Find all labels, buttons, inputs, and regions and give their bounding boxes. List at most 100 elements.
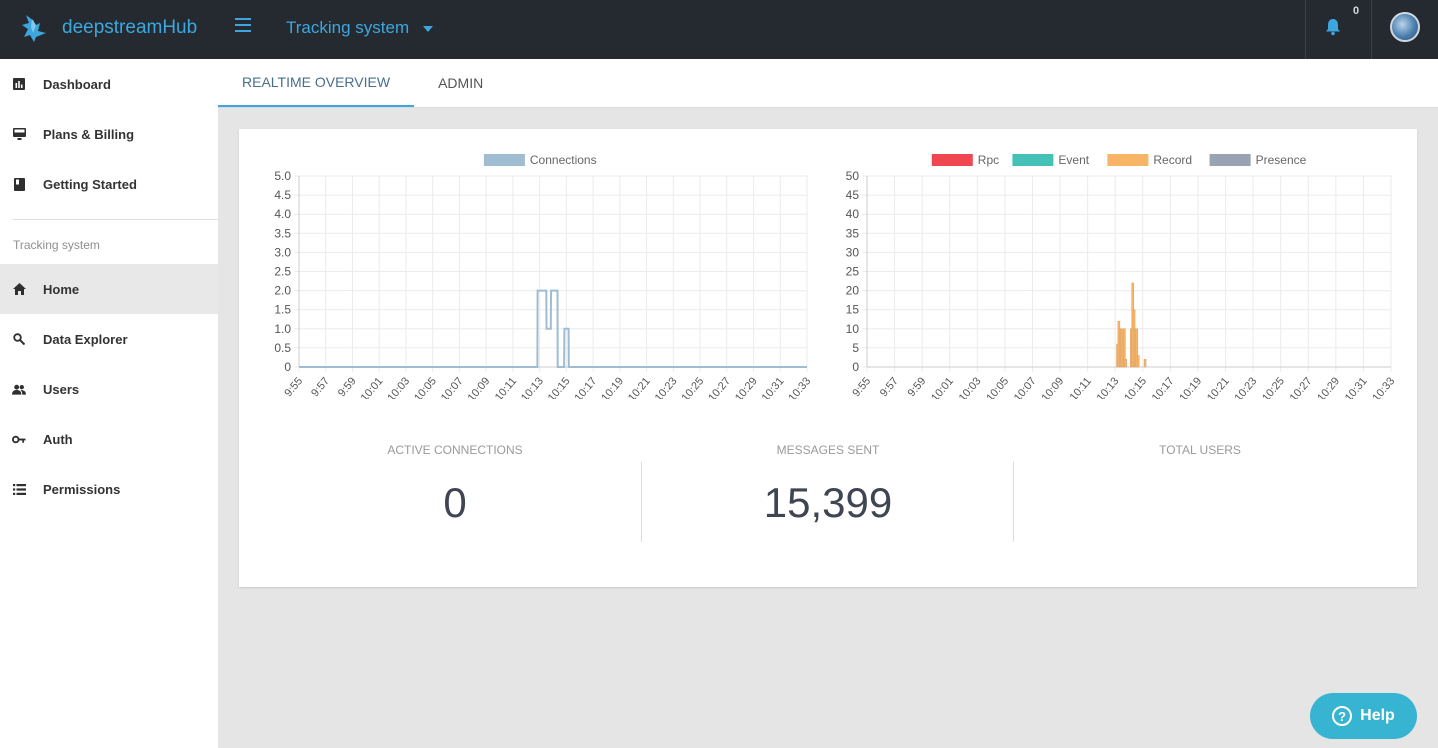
series-line-connections — [299, 289, 807, 368]
x-tick-label: 9:55 — [282, 375, 305, 399]
deepstream-logo-icon[interactable] — [20, 13, 48, 43]
x-tick-label: 10:27 — [1288, 375, 1315, 399]
legend-swatch — [931, 154, 973, 166]
x-tick-label: 9:57 — [878, 375, 901, 399]
y-tick-label: 50 — [846, 169, 860, 183]
bar-record — [1124, 359, 1128, 368]
y-tick-label: 20 — [846, 284, 860, 298]
tab-bar: REALTIME OVERVIEW ADMIN — [218, 59, 1438, 108]
messages-chart: Rpc Event Record Presence 0 5 10 15 20 25 30 35 40 45… — [831, 129, 1403, 399]
divider — [641, 462, 642, 542]
bar-chart-icon — [12, 77, 26, 91]
x-tick-label: 9:57 — [309, 375, 332, 399]
bell-icon[interactable] — [1325, 18, 1341, 36]
sidebar-item-users[interactable]: Users — [0, 364, 218, 414]
x-tick-label: 10:19 — [1177, 375, 1204, 399]
x-tick-label: 10:17 — [573, 375, 600, 399]
y-tick-label: 45 — [846, 188, 860, 202]
legend-label: Presence — [1256, 153, 1307, 167]
x-tick-label: 10:31 — [1343, 375, 1370, 399]
home-icon — [12, 282, 26, 296]
sidebar-section-title: Tracking system — [13, 238, 100, 252]
y-tick-label: 10 — [846, 322, 860, 336]
legend-label: Rpc — [978, 153, 999, 167]
brand-name[interactable]: deepstreamHub — [62, 17, 198, 38]
legend-label: Connections — [530, 153, 597, 167]
divider — [1371, 0, 1372, 59]
menu-icon[interactable] — [235, 18, 257, 36]
x-tick-label: 10:27 — [706, 375, 733, 399]
y-tick-label: 35 — [846, 226, 860, 240]
sidebar-item-getting-started[interactable]: Getting Started — [0, 159, 218, 209]
x-tick-label: 10:15 — [1122, 375, 1149, 399]
x-tick-label: 10:11 — [493, 375, 519, 399]
y-tick-label: 5.0 — [274, 169, 291, 183]
tab-realtime-overview[interactable]: REALTIME OVERVIEW — [218, 59, 415, 107]
x-tick-label: 10:21 — [1205, 375, 1232, 399]
legend-swatch — [1107, 154, 1149, 166]
stat-value: 0 — [443, 479, 467, 526]
stat-label: TOTAL USERS — [1159, 443, 1241, 457]
sidebar-item-data-explorer[interactable]: Data Explorer — [0, 314, 218, 364]
chevron-down-icon — [423, 26, 434, 32]
sidebar-item-label: Users — [43, 381, 80, 397]
x-tick-label: 10:01 — [359, 375, 386, 399]
x-tick-label: 10:09 — [1039, 375, 1066, 399]
x-tick-label: 10:23 — [653, 375, 680, 399]
x-tick-label: 10:25 — [679, 375, 706, 399]
y-tick-label: 3.0 — [274, 245, 291, 259]
x-tick-label: 10:11 — [1068, 375, 1094, 399]
stat-active-connections: ACTIVE CONNECTIONS 0 — [269, 437, 641, 542]
sidebar-item-label: Plans & Billing — [43, 126, 135, 142]
app-selector[interactable]: Tracking system — [286, 18, 434, 38]
y-tick-label: 5 — [852, 341, 859, 355]
book-icon — [12, 177, 26, 191]
x-tick-label: 10:17 — [1150, 375, 1177, 399]
x-tick-label: 10:05 — [984, 375, 1011, 399]
x-tick-label: 10:19 — [599, 375, 626, 399]
y-tick-label: 15 — [846, 303, 860, 317]
sidebar: Dashboard Plans & Billing Getting Starte… — [0, 59, 218, 748]
x-tick-label: 10:33 — [786, 375, 813, 399]
y-tick-label: 2.5 — [274, 265, 291, 279]
x-tick-label: 9:55 — [850, 375, 873, 399]
legend-label: Event — [1058, 153, 1089, 167]
sidebar-item-label: Home — [43, 281, 80, 297]
stat-label: MESSAGES SENT — [776, 443, 880, 457]
x-tick-label: 10:01 — [929, 375, 956, 399]
legend-label: Record — [1153, 153, 1192, 167]
overview-card: Connections 0 0.5 1.0 1.5 2.0 2.5 3.0 3.5 4.0 4.5 5… — [239, 129, 1417, 587]
x-tick-label: 9:59 — [905, 375, 928, 399]
help-label: Help — [1360, 707, 1395, 724]
y-tick-label: 1.0 — [274, 322, 291, 336]
help-button[interactable]: ? Help — [1310, 693, 1417, 739]
sidebar-item-label: Auth — [43, 431, 73, 447]
bar-record — [1135, 328, 1139, 368]
legend-swatch — [1012, 154, 1054, 166]
question-icon: ? — [1332, 706, 1353, 726]
sidebar-item-home[interactable]: Home — [0, 264, 218, 314]
sidebar-item-permissions[interactable]: Permissions — [0, 464, 218, 514]
x-tick-label: 10:03 — [957, 375, 984, 399]
sidebar-item-dashboard[interactable]: Dashboard — [0, 59, 218, 109]
tab-admin[interactable]: ADMIN — [438, 75, 484, 91]
x-tick-label: 10:21 — [626, 375, 653, 399]
divider — [1013, 462, 1014, 542]
y-tick-label: 25 — [846, 265, 860, 279]
chart-svg: Rpc Event Record Presence 0 5 10 15 20 25 30 35 40 45… — [846, 153, 1398, 399]
sidebar-item-label: Dashboard — [43, 76, 111, 92]
y-tick-label: 0.5 — [274, 341, 291, 355]
y-tick-label: 3.5 — [274, 226, 291, 240]
sidebar-item-auth[interactable]: Auth — [0, 414, 218, 464]
sidebar-item-label: Data Explorer — [43, 331, 128, 347]
stat-messages-sent: MESSAGES SENT 15,399 — [642, 437, 1014, 542]
top-bar: deepstreamHub Tracking system 0 — [0, 0, 1438, 59]
stats-row: ACTIVE CONNECTIONS 0 MESSAGES SENT 15,39… — [239, 437, 1417, 557]
avatar[interactable] — [1390, 12, 1420, 42]
stat-value: 15,399 — [763, 479, 893, 526]
y-tick-label: 40 — [846, 207, 860, 221]
sidebar-item-plans-billing[interactable]: Plans & Billing — [0, 109, 218, 159]
y-tick-label: 0 — [852, 360, 859, 374]
x-tick-label: 10:31 — [760, 375, 787, 399]
monitor-icon — [12, 127, 26, 141]
